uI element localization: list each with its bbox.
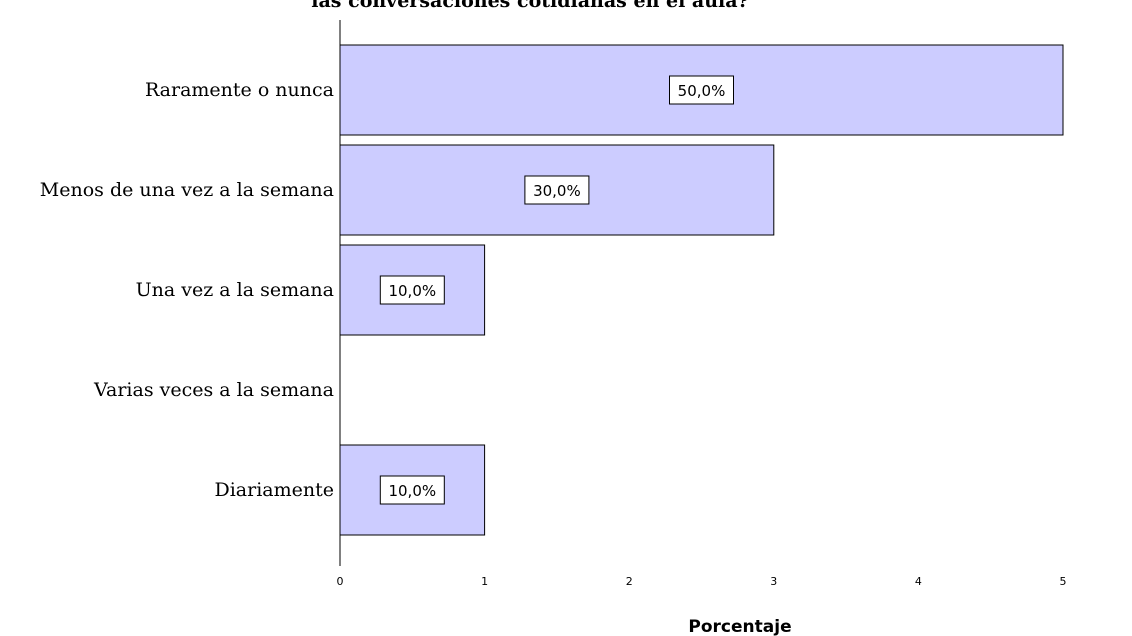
data-label-box: [524, 175, 590, 205]
category-label: Diariamente: [214, 479, 334, 501]
data-label-box: [379, 475, 445, 505]
data-label-text: 30,0%: [533, 182, 581, 200]
x-tick-label: 4: [915, 575, 922, 588]
x-tick-label: 5: [1060, 575, 1067, 588]
x-tick-label: 0: [337, 575, 344, 588]
x-axis-label: Porcentaje: [688, 617, 791, 636]
x-tick-label: 3: [770, 575, 777, 588]
chart-title: las conversaciones cotidianas en el aula…: [311, 0, 748, 12]
data-label: 10,0%: [379, 275, 445, 305]
bars-layer: 50,0% 30,0% 10,0% 10,0%: [339, 44, 1064, 536]
category-label: Menos de una vez a la semana: [40, 179, 334, 201]
x-axis-ticks: 0 1 2 3 4 5: [337, 575, 1067, 588]
data-label-text: 50,0%: [678, 82, 726, 100]
category-label: Varias veces a la semana: [93, 379, 334, 401]
data-label-box: [669, 75, 734, 105]
category-label: Una vez a la semana: [136, 279, 334, 301]
x-tick-label: 1: [481, 575, 488, 588]
category-label: Raramente o nunca: [145, 79, 334, 101]
data-label-text: 10,0%: [388, 482, 436, 500]
data-label: 10,0%: [379, 475, 445, 505]
category-labels: Raramente o nunca Menos de una vez a la s…: [40, 79, 334, 501]
x-tick-label: 2: [626, 575, 633, 588]
data-label-box: [379, 275, 445, 305]
data-label: 30,0%: [524, 175, 590, 205]
data-label-text: 10,0%: [388, 282, 436, 300]
data-label: 50,0%: [669, 75, 734, 105]
